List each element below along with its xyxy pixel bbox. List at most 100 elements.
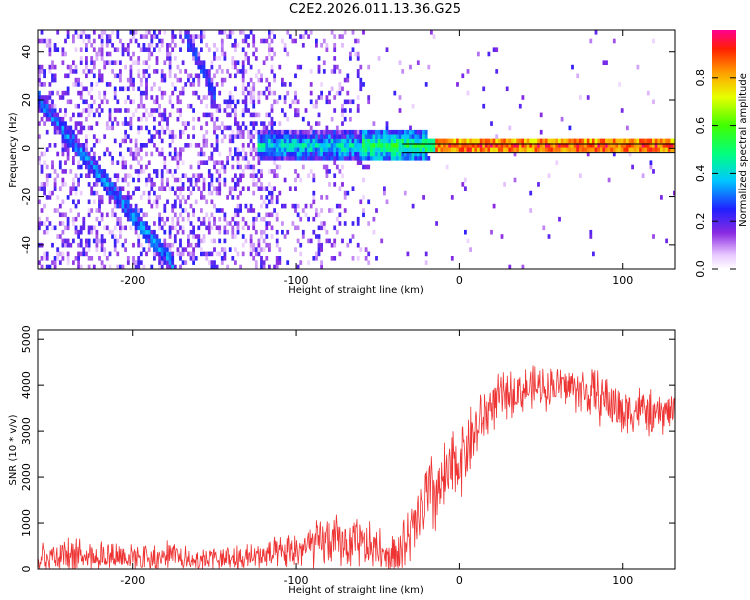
heatmap-cell <box>111 156 114 161</box>
heatmap-cell <box>333 108 337 113</box>
heatmap-cell <box>200 160 203 165</box>
heatmap-cell <box>299 64 303 70</box>
heatmap-cell <box>105 147 109 152</box>
heatmap-cell <box>466 143 470 148</box>
heatmap-cell <box>665 147 668 152</box>
heatmap-cell <box>179 47 182 52</box>
heatmap-cell <box>45 147 49 152</box>
heatmap-cell <box>330 208 334 213</box>
heatmap-cell <box>98 199 101 205</box>
heatmap-cell <box>320 95 323 100</box>
heatmap-cell <box>153 99 156 105</box>
heatmap-cell <box>218 125 222 131</box>
heatmap-cell <box>137 242 141 248</box>
heatmap-cell <box>163 60 167 65</box>
heatmap-cell <box>223 125 227 131</box>
heatmap-cell <box>171 216 175 222</box>
heatmap-cell <box>181 160 185 165</box>
heatmap-cell <box>124 199 127 205</box>
heatmap-cell <box>346 77 350 83</box>
heatmap-cell <box>147 64 151 70</box>
heatmap-cell <box>150 138 154 144</box>
heatmap-cell <box>126 182 130 187</box>
heatmap-cell <box>301 129 305 135</box>
heatmap-cell <box>74 256 78 261</box>
heatmap-cell <box>168 186 172 191</box>
heatmap-cell <box>464 229 467 235</box>
heatmap-cell <box>563 147 567 152</box>
heatmap-cell <box>247 56 250 61</box>
heatmap-cell <box>354 129 357 135</box>
heatmap-cell <box>43 160 46 165</box>
heatmap-cell <box>317 56 321 61</box>
heatmap-cell <box>213 56 216 61</box>
heatmap-cell <box>92 60 96 65</box>
heatmap-cell <box>359 86 363 92</box>
heatmap-cell <box>153 242 156 248</box>
heatmap-cell <box>145 116 148 122</box>
heatmap-cell <box>150 86 154 92</box>
heatmap-cell <box>312 173 316 178</box>
heatmap-cell <box>398 147 402 152</box>
heatmap-cell <box>291 138 295 144</box>
heatmap-cell <box>168 143 172 148</box>
heatmap-cell <box>171 208 175 213</box>
heatmap-cell <box>142 190 146 196</box>
heatmap-cell <box>126 86 130 92</box>
heatmap-cell <box>98 112 101 118</box>
heatmap-cell <box>260 151 263 157</box>
heatmap-cell <box>215 251 219 257</box>
heatmap-cell <box>132 216 135 222</box>
heatmap-cell <box>98 34 101 39</box>
heatmap-cell <box>197 51 201 57</box>
heatmap-cell <box>87 247 91 252</box>
heatmap-cell <box>108 251 112 257</box>
heatmap-cell <box>153 125 156 131</box>
heatmap-cell <box>343 195 347 200</box>
heatmap-cell <box>43 203 46 209</box>
heatmap-cell <box>43 229 46 235</box>
heatmap-cell <box>273 143 276 148</box>
heatmap-cell <box>571 143 574 148</box>
heatmap-cell <box>119 86 122 92</box>
y-tick-label: 0 <box>20 566 33 573</box>
heatmap-cell <box>443 138 446 144</box>
heatmap-cell <box>317 134 321 139</box>
heatmap-cell <box>586 151 590 157</box>
heatmap-cell <box>487 138 491 144</box>
heatmap-cell <box>333 238 337 244</box>
heatmap-cell <box>129 212 133 218</box>
heatmap-cell <box>409 143 412 148</box>
heatmap-cell <box>43 108 46 113</box>
heatmap-cell <box>239 125 242 131</box>
heatmap-cell <box>283 138 287 144</box>
heatmap-cell <box>560 116 564 122</box>
heatmap-cell <box>278 138 282 144</box>
heatmap-cell <box>108 182 112 187</box>
heatmap-cell <box>398 151 402 157</box>
heatmap-cell <box>124 138 127 144</box>
heatmap-cell <box>85 108 88 113</box>
heatmap-cell <box>69 64 73 70</box>
heatmap-cell <box>166 242 169 248</box>
heatmap-cell <box>576 73 580 79</box>
heatmap-cell <box>589 147 593 152</box>
heatmap-cell <box>278 151 282 157</box>
heatmap-cell <box>189 221 193 226</box>
heatmap-cell <box>197 177 201 183</box>
heatmap-cell <box>113 195 117 200</box>
heatmap-cell <box>90 225 94 231</box>
heatmap-cell <box>325 129 329 135</box>
heatmap-cell <box>372 147 376 152</box>
heatmap-cell <box>56 125 60 131</box>
heatmap-cell <box>134 225 138 231</box>
heatmap-cell <box>66 90 70 96</box>
heatmap-cell <box>200 173 203 178</box>
heatmap-cell <box>205 73 209 79</box>
heatmap-cell <box>529 208 533 213</box>
heatmap-cell <box>43 151 46 157</box>
heatmap-cell <box>296 129 300 135</box>
heatmap-cell <box>362 156 365 161</box>
heatmap-cell <box>173 199 177 205</box>
heatmap-cell <box>254 264 258 269</box>
